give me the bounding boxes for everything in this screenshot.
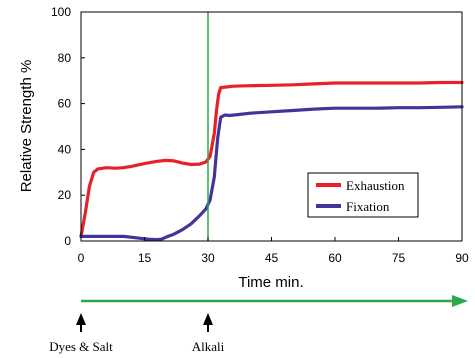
event-label-alkali: Alkali (192, 339, 225, 354)
x-tick-label: 30 (201, 251, 215, 265)
y-tick-label: 40 (58, 142, 72, 156)
tick-layer: 0 15 30 45 60 75 90 0 20 40 60 80 100 (51, 5, 469, 265)
event-arrow-head-dyes-salt (76, 313, 86, 325)
series-line-fixation (79, 105, 464, 242)
y-axis-label: Relative Strength % (18, 60, 35, 193)
x-tick-label: 45 (265, 251, 279, 265)
timeline: Dyes & Salt Alkali (49, 295, 468, 354)
x-tick-label: 75 (392, 251, 406, 265)
x-tick-label: 90 (455, 251, 469, 265)
legend-label-fixation: Fixation (346, 199, 390, 214)
series-line-exhaustion (79, 80, 464, 238)
timeline-arrow-head (452, 295, 468, 307)
x-tick-label: 0 (78, 251, 85, 265)
event-arrow-head-alkali (203, 313, 213, 325)
y-tick-label: 0 (64, 234, 71, 248)
y-tick-label: 60 (58, 97, 72, 111)
y-tick-label: 20 (58, 188, 72, 202)
x-axis-label: Time min. (238, 274, 303, 291)
x-tick-label: 15 (138, 251, 152, 265)
series-layer (79, 80, 464, 242)
legend: Exhaustion Fixation (307, 172, 419, 218)
legend-label-exhaustion: Exhaustion (346, 178, 405, 193)
event-label-dyes-salt: Dyes & Salt (49, 339, 113, 354)
y-tick-label: 80 (58, 51, 72, 65)
y-tick-label: 100 (51, 5, 71, 19)
legend-box (307, 172, 419, 218)
x-tick-label: 60 (328, 251, 342, 265)
